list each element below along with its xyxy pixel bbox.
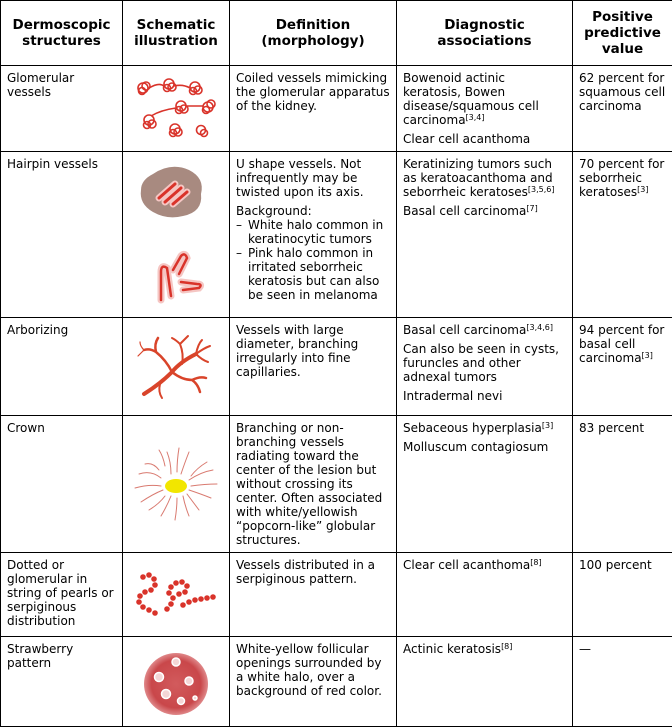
table-row: Dotted or glomerular in string of pearls…	[1, 553, 672, 637]
table-row: Crown Branching or non-branching vessels…	[1, 416, 672, 553]
definition-cell: White-yellow follicular openings surroun…	[230, 637, 397, 727]
structure-cell: Glomerular vessels	[1, 66, 123, 152]
associations-cell: Clear cell acanthoma[8]	[397, 553, 573, 637]
hairpin-vessels-icon	[131, 160, 221, 310]
background-list: White halo common in keratinocytic tumor…	[236, 218, 390, 302]
association-item: Actinic keratosis[8]	[403, 642, 566, 656]
definition-text: U shape vessels. Not infrequently may be…	[236, 157, 390, 199]
definition-cell: Vessels with large diameter, branching i…	[230, 318, 397, 416]
header-ppv: Positive predictive value	[573, 1, 672, 66]
association-item: Basal cell carcinoma[7]	[403, 204, 566, 218]
ppv-cell: 94 percent for basal cell carcinoma[3]	[573, 318, 672, 416]
illustration-cell	[123, 416, 230, 553]
arborizing-vessels-icon	[136, 332, 216, 402]
definition-cell: Coiled vessels mimicking the glomerular …	[230, 66, 397, 152]
association-item: Clear cell acanthoma	[403, 132, 566, 146]
ppv-cell: 70 percent for seborrheic keratoses[3]	[573, 152, 672, 318]
header-structures: Dermoscopic structures	[1, 1, 123, 66]
associations-cell: Basal cell carcinoma[3,4,6] Can also be …	[397, 318, 573, 416]
structure-cell: Crown	[1, 416, 123, 553]
ppv-cell: —	[573, 637, 672, 727]
list-item: Pink halo common in irritated seborrheic…	[236, 246, 390, 302]
string-of-pearls-icon	[131, 565, 221, 625]
association-item: Basal cell carcinoma[3,4,6]	[403, 323, 566, 337]
header-associations: Diagnostic associations	[397, 1, 573, 66]
ppv-cell: 62 percent for squamous cell carcinoma	[573, 66, 672, 152]
association-item: Clear cell acanthoma[8]	[403, 558, 566, 572]
definition-cell: Vessels distributed in a serpiginous pat…	[230, 553, 397, 637]
structure-cell: Strawberry pattern	[1, 637, 123, 727]
crown-vessels-icon	[131, 444, 221, 524]
associations-cell: Actinic keratosis[8]	[397, 637, 573, 727]
header-definition: Definition (morphology)	[230, 1, 397, 66]
table-row: Glomerular vessels Coil	[1, 66, 672, 152]
glomerular-vessels-icon	[131, 74, 221, 144]
association-item: Sebaceous hyperplasia[3]	[403, 421, 566, 435]
association-item: Intradermal nevi	[403, 389, 566, 403]
ppv-cell: 83 percent	[573, 416, 672, 553]
associations-cell: Bowenoid actinic keratosis, Bowen diseas…	[397, 66, 573, 152]
table-row: Hairpin vessels	[1, 152, 672, 318]
table-row: Strawberry pattern	[1, 637, 672, 727]
illustration-cell	[123, 66, 230, 152]
definition-cell: U shape vessels. Not infrequently may be…	[230, 152, 397, 318]
definition-cell: Branching or non-branching vessels radia…	[230, 416, 397, 553]
background-label: Background:	[236, 204, 390, 218]
strawberry-pattern-icon	[131, 644, 221, 720]
illustration-cell	[123, 553, 230, 637]
list-item: White halo common in keratinocytic tumor…	[236, 218, 390, 246]
illustration-cell	[123, 152, 230, 318]
ppv-cell: 100 percent	[573, 553, 672, 637]
illustration-cell	[123, 318, 230, 416]
association-item: Bowenoid actinic keratosis, Bowen diseas…	[403, 71, 566, 127]
association-item: Molluscum contagiosum	[403, 440, 566, 454]
illustration-cell	[123, 637, 230, 727]
association-item: Keratinizing tumors such as keratoacanth…	[403, 157, 566, 199]
associations-cell: Keratinizing tumors such as keratoacanth…	[397, 152, 573, 318]
associations-cell: Sebaceous hyperplasia[3] Molluscum conta…	[397, 416, 573, 553]
association-item: Can also be seen in cysts, furuncles and…	[403, 342, 566, 384]
header-illustration: Schematic illustration	[123, 1, 230, 66]
structure-cell: Dotted or glomerular in string of pearls…	[1, 553, 123, 637]
header-row: Dermoscopic structures Schematic illustr…	[1, 1, 672, 66]
structure-cell: Arborizing	[1, 318, 123, 416]
table-row: Arborizing Vessels with large diameter, …	[1, 318, 672, 416]
structure-cell: Hairpin vessels	[1, 152, 123, 318]
